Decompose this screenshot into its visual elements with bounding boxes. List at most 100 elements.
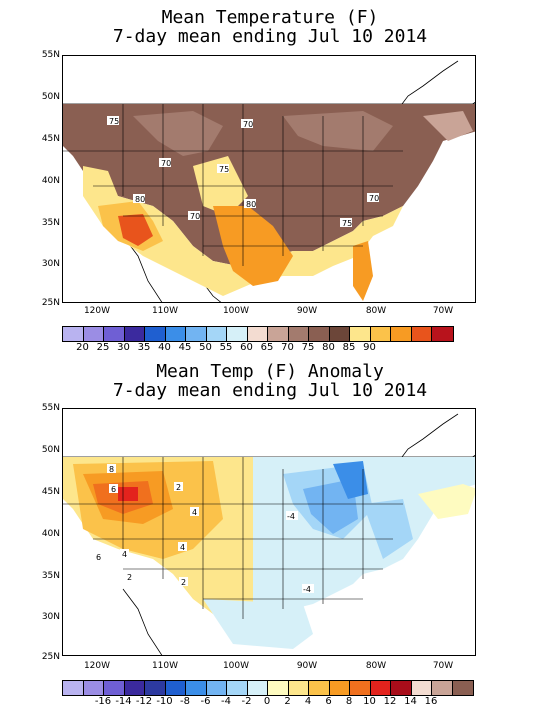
contour-label: 2 bbox=[181, 578, 186, 587]
colorbar-tick-label: 25 bbox=[96, 342, 110, 353]
colorbar-swatch bbox=[329, 681, 350, 695]
contour-label: 2 bbox=[127, 573, 132, 582]
colorbar-swatch bbox=[309, 327, 330, 341]
contour-label: 80 bbox=[246, 200, 256, 209]
colorbar-tick-label: -8 bbox=[180, 696, 190, 707]
lon-label: 110W bbox=[151, 661, 179, 671]
colorbar-tick-label: 45 bbox=[178, 342, 192, 353]
colorbar-tick-label: 40 bbox=[158, 342, 171, 353]
colorbar-tick-label: 50 bbox=[199, 342, 212, 353]
lat-label: 30N bbox=[41, 259, 60, 269]
colorbar-tick-label: 2 bbox=[284, 696, 291, 707]
colorbar-swatch bbox=[165, 681, 186, 695]
colorbar-swatch bbox=[227, 327, 248, 341]
lat-label: 50N bbox=[41, 92, 60, 102]
lat-label: 55N bbox=[41, 403, 60, 413]
colorbar-swatch bbox=[83, 327, 104, 341]
colorbar-swatch bbox=[104, 327, 125, 341]
colorbar-swatch bbox=[329, 327, 350, 341]
top-contour-labels: 75 70 70 75 80 70 80 70 75 bbox=[107, 116, 379, 228]
colorbar-swatch bbox=[63, 327, 84, 341]
contour-label: -4 bbox=[303, 585, 311, 594]
lon-label: 120W bbox=[83, 306, 111, 316]
top-temperature-map: 75 70 70 75 80 70 80 70 75 bbox=[62, 55, 476, 303]
colorbar-swatch bbox=[83, 681, 104, 695]
bottom-map-title-line1: Mean Temp (F) Anomaly bbox=[156, 361, 384, 382]
colorbar-swatch bbox=[370, 681, 391, 695]
colorbar-swatch bbox=[411, 327, 432, 341]
colorbar-swatch bbox=[247, 327, 268, 341]
contour-label: 4 bbox=[180, 543, 185, 552]
colorbar-tick-label: 0 bbox=[263, 696, 271, 707]
colorbar-swatch bbox=[227, 681, 248, 695]
colorbar-swatch bbox=[288, 681, 309, 695]
colorbar-tick-label: 10 bbox=[363, 696, 376, 707]
colorbar-swatch bbox=[247, 681, 268, 695]
colorbar-swatch bbox=[452, 681, 473, 695]
contour-label: 80 bbox=[135, 195, 145, 204]
colorbar-swatch bbox=[268, 681, 289, 695]
lon-label: 90W bbox=[296, 661, 318, 671]
contour-label: -4 bbox=[287, 512, 295, 521]
colorbar-swatch bbox=[411, 681, 432, 695]
region-10-12 bbox=[118, 487, 138, 501]
colorbar-swatch bbox=[186, 327, 207, 341]
bottom-map-title-line2: 7-day mean ending Jul 10 2014 bbox=[112, 380, 428, 401]
contour-label: 8 bbox=[109, 465, 114, 474]
colorbar-tick-label: 60 bbox=[240, 342, 253, 353]
lon-label: 80W bbox=[365, 306, 387, 316]
contour-label: 70 bbox=[369, 194, 379, 203]
colorbar-tick-label: -10 bbox=[156, 696, 173, 707]
lat-label: 40N bbox=[41, 529, 60, 539]
colorbar-swatch bbox=[309, 681, 330, 695]
colorbar-tick-label: 55 bbox=[219, 342, 233, 353]
lat-label: 50N bbox=[41, 445, 60, 455]
lon-label: 90W bbox=[296, 306, 318, 316]
colorbar-tick-label: -12 bbox=[135, 696, 153, 707]
lon-label: 110W bbox=[151, 306, 179, 316]
lat-label: 45N bbox=[41, 134, 60, 144]
colorbar-swatch bbox=[124, 327, 145, 341]
lon-label: 100W bbox=[222, 306, 250, 316]
contour-label: 75 bbox=[342, 219, 352, 228]
bottom-contour-labels: 8 6 2 4 6 4 4 2 2 -4 -4 bbox=[94, 464, 314, 594]
colorbar-tick-label: 90 bbox=[363, 342, 376, 353]
bottom-anomaly-map: 8 6 2 4 6 4 4 2 2 -4 -4 bbox=[62, 408, 476, 656]
lat-label: 30N bbox=[41, 612, 60, 622]
bottom-colorbar bbox=[62, 680, 474, 696]
contour-label: 4 bbox=[122, 550, 127, 559]
state-borders bbox=[63, 104, 403, 266]
colorbar-tick-label: 75 bbox=[301, 342, 315, 353]
colorbar-tick-label: 80 bbox=[322, 342, 335, 353]
contour-label: 70 bbox=[161, 159, 171, 168]
colorbar-tick-label: 65 bbox=[260, 342, 274, 353]
contour-label: 2 bbox=[176, 483, 181, 492]
colorbar-swatch bbox=[268, 327, 289, 341]
colorbar-tick-label: 4 bbox=[304, 696, 312, 707]
contour-label: 4 bbox=[192, 508, 197, 517]
lon-label: 120W bbox=[83, 661, 111, 671]
contour-label: 6 bbox=[96, 553, 101, 562]
colorbar-swatch bbox=[391, 681, 412, 695]
colorbar-swatch bbox=[145, 681, 166, 695]
top-map-title-line2: 7-day mean ending Jul 10 2014 bbox=[112, 26, 428, 47]
region-neg4-neg2 bbox=[363, 499, 413, 559]
colorbar-swatch bbox=[63, 681, 84, 695]
top-map-svg: 75 70 70 75 80 70 80 70 75 bbox=[63, 60, 475, 302]
lat-label: 25N bbox=[41, 298, 60, 308]
colorbar-tick-label: 30 bbox=[117, 342, 130, 353]
colorbar-swatch bbox=[145, 327, 166, 341]
contour-label: 75 bbox=[109, 117, 119, 126]
region-85-90 bbox=[118, 214, 153, 246]
region-65-70 bbox=[283, 111, 393, 151]
contour-label: 75 bbox=[219, 165, 229, 174]
colorbar-swatch bbox=[350, 327, 371, 341]
contour-label: 70 bbox=[243, 120, 253, 129]
lat-label: 55N bbox=[41, 50, 60, 60]
colorbar-swatch bbox=[370, 327, 391, 341]
lat-label: 25N bbox=[41, 652, 60, 662]
lat-label: 40N bbox=[41, 176, 60, 186]
colorbar-tick-label: -4 bbox=[221, 696, 231, 707]
region-neg6-neg4 bbox=[303, 479, 358, 534]
contour-label: 6 bbox=[111, 485, 116, 494]
